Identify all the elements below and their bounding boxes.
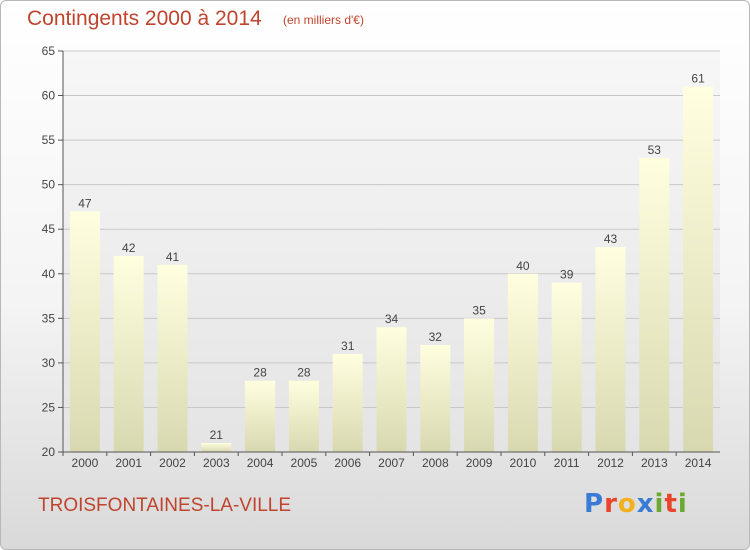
- bar-2000: [69, 211, 100, 452]
- bar-2005: [288, 380, 319, 452]
- logo-letter: r: [604, 489, 618, 519]
- bar-2007: [376, 327, 407, 452]
- bar-2009: [464, 318, 495, 452]
- value-label-2006: 31: [341, 339, 355, 353]
- bars: [69, 86, 714, 453]
- y-tick-labels: 20 25 30 35 40 45 50 55 60 65: [42, 44, 56, 459]
- bar-2004: [245, 380, 276, 452]
- y-tick-label: 35: [42, 311, 56, 325]
- bar-2013: [639, 157, 670, 452]
- x-tick-label: 2003: [203, 456, 230, 470]
- x-tick-label: 2001: [115, 456, 142, 470]
- x-tick-label: 2005: [291, 456, 318, 470]
- y-tick-label: 65: [42, 44, 56, 58]
- value-label-2013: 53: [648, 143, 662, 157]
- logo-letter: x: [636, 489, 655, 519]
- chart-title: Contingents 2000 à 2014: [27, 7, 262, 30]
- logo-letter: o: [617, 489, 637, 519]
- x-tick-label: 2008: [422, 456, 449, 470]
- value-label-2001: 42: [122, 241, 136, 255]
- x-tick-label: 2013: [641, 456, 668, 470]
- bar-2014: [683, 86, 714, 453]
- value-label-2012: 43: [604, 232, 618, 246]
- value-label-2014: 61: [691, 72, 705, 86]
- x-tick-label: 2007: [378, 456, 405, 470]
- y-tick-label: 55: [42, 133, 56, 147]
- x-tick-label: 2010: [510, 456, 537, 470]
- bar-2002: [157, 264, 188, 452]
- bar-2003: [201, 443, 232, 452]
- value-label-2007: 34: [385, 312, 399, 326]
- logo-letter: P: [584, 489, 605, 519]
- place-name: TROISFONTAINES-LA-VILLE: [38, 495, 292, 516]
- y-tick-label: 60: [42, 89, 56, 103]
- logo-letter: i: [677, 489, 688, 519]
- y-tick-label: 40: [42, 267, 56, 281]
- x-tick-label: 2002: [159, 456, 186, 470]
- value-label-2010: 40: [516, 259, 530, 273]
- bar-2012: [595, 247, 626, 452]
- logo-letter: t: [664, 489, 678, 519]
- x-tick-label: 2011: [554, 456, 580, 470]
- bar-2010: [507, 273, 538, 452]
- x-tick-labels: 2000 2001 2002 2003 2004 2005 2006 2007 2008 2009…: [72, 456, 712, 470]
- logo-letter: i: [654, 489, 665, 519]
- y-tick-label: 45: [42, 222, 56, 236]
- x-tick-label: 2004: [247, 456, 274, 470]
- value-label-2002: 41: [166, 250, 180, 264]
- x-tick-label: 2012: [597, 456, 624, 470]
- bar-2006: [332, 353, 363, 452]
- bar-2011: [551, 282, 582, 452]
- value-label-2008: 32: [429, 330, 443, 344]
- bar-2008: [420, 345, 451, 452]
- value-label-2000: 47: [78, 196, 92, 210]
- y-tick-label: 50: [42, 178, 56, 192]
- y-tick-label: 30: [42, 356, 56, 370]
- axes: [58, 50, 720, 456]
- value-label-2004: 28: [253, 366, 267, 380]
- y-tick-label: 20: [42, 445, 56, 459]
- x-tick-label: 2014: [685, 456, 712, 470]
- value-labels: 47 42 41 21 28 28 31 34 32 35 40 39 43 53 61: [78, 72, 705, 442]
- value-label-2011: 39: [560, 268, 574, 282]
- proxiti-logo[interactable]: Proxiti: [584, 489, 688, 519]
- value-label-2003: 21: [210, 428, 224, 442]
- y-tick-label: 25: [42, 400, 56, 414]
- value-label-2005: 28: [297, 366, 311, 380]
- x-tick-label: 2000: [72, 456, 99, 470]
- x-tick-label: 2006: [334, 456, 361, 470]
- x-tick-label: 2009: [466, 456, 493, 470]
- bar-2001: [113, 255, 144, 452]
- chart-unit-label: (en milliers d'€): [283, 13, 364, 27]
- value-label-2009: 35: [472, 303, 486, 317]
